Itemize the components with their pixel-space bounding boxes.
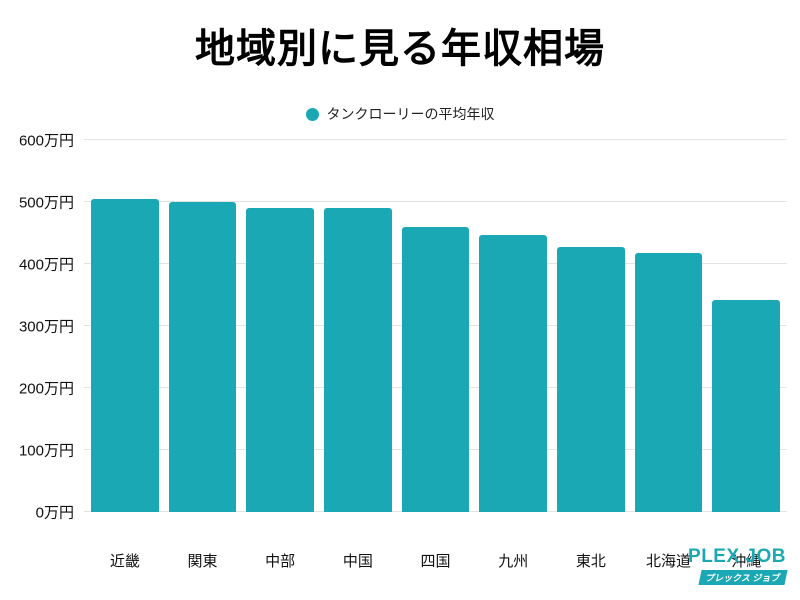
bar-沖縄 bbox=[712, 299, 781, 512]
y-axis-tick-label: 0万円 bbox=[35, 504, 74, 522]
x-axis-label: 関東 bbox=[187, 553, 218, 570]
bar-中部 bbox=[246, 207, 315, 512]
x-axis-label: 四国 bbox=[420, 553, 451, 570]
bar-関東 bbox=[168, 202, 237, 512]
bar-九州 bbox=[479, 234, 548, 512]
y-axis-tick-label: 100万円 bbox=[18, 442, 74, 460]
plot-grid: 0万円 100万円 200万円 300万円 400万円 500万円 600万円 bbox=[12, 133, 787, 542]
y-axis-tick-label: 300万円 bbox=[18, 318, 74, 336]
x-axis-label: 中部 bbox=[265, 553, 296, 570]
bars-row bbox=[84, 140, 787, 512]
gridline bbox=[84, 201, 787, 202]
x-axis-label: 九州 bbox=[498, 553, 529, 570]
x-axis-label: 北海道 bbox=[646, 553, 692, 570]
bar-slot bbox=[557, 140, 625, 512]
y-axis-tick-label: 600万円 bbox=[18, 132, 74, 150]
legend-dot-icon bbox=[305, 107, 319, 121]
brand-logo: PLEX JOB プレックス ジョブ bbox=[688, 546, 788, 586]
chart-title: 地域別に見る年収相場 bbox=[195, 27, 605, 71]
bar-東北 bbox=[557, 246, 625, 512]
y-axis-tick-label: 400万円 bbox=[18, 256, 74, 274]
x-axis-label: 中国 bbox=[342, 553, 373, 570]
y-axis-labels: 0万円 100万円 200万円 300万円 400万円 500万円 600万円 bbox=[12, 133, 84, 522]
bar-近畿 bbox=[91, 198, 159, 512]
bar-slot bbox=[246, 140, 315, 512]
bar-chart: 0万円 100万円 200万円 300万円 400万円 500万円 600万円 近畿 関東 中部… bbox=[12, 133, 787, 570]
bar-slot bbox=[324, 140, 392, 512]
legend-label: タンクローリーの平均年収 bbox=[326, 106, 495, 122]
x-axis-label: 東北 bbox=[575, 553, 606, 570]
bar-slot bbox=[91, 140, 159, 512]
x-axis-label: 沖縄 bbox=[731, 553, 762, 570]
gridline bbox=[84, 139, 787, 140]
bar-slot bbox=[168, 140, 237, 512]
x-axis-labels: 近畿 関東 中部 中国 四国 九州 東北 北海道 沖縄 bbox=[84, 542, 787, 571]
y-axis-tick-label: 500万円 bbox=[18, 194, 74, 212]
bar-slot bbox=[712, 140, 781, 512]
plot-area bbox=[84, 139, 787, 512]
x-axis-label: 近畿 bbox=[109, 553, 140, 570]
y-axis-tick-label: 200万円 bbox=[18, 380, 74, 398]
bar-slot bbox=[634, 140, 703, 512]
brand-logo-name: PLEX JOB bbox=[688, 546, 786, 567]
legend: タンクローリーの平均年収 bbox=[0, 104, 800, 124]
bar-北海道 bbox=[634, 252, 703, 512]
bar-中国 bbox=[324, 208, 392, 512]
brand-logo-subtitle: プレックス ジョブ bbox=[698, 570, 788, 585]
bar-slot bbox=[479, 140, 548, 512]
bar-slot bbox=[401, 140, 470, 512]
bar-四国 bbox=[401, 227, 470, 512]
